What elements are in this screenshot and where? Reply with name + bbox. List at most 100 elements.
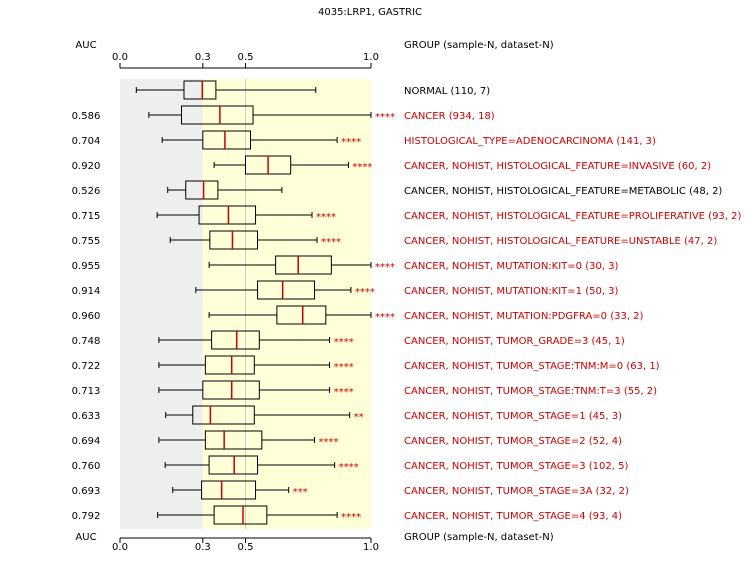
axis-tick-label: 0.0 — [112, 542, 128, 553]
group-label: CANCER, NOHIST, HISTOLOGICAL_FEATURE=PRO… — [404, 211, 742, 222]
significance-stars: **** — [321, 237, 341, 248]
iqr-box — [211, 330, 260, 350]
axis-tick-label: 0.5 — [238, 542, 254, 553]
group-label: CANCER, NOHIST, MUTATION:KIT=0 (30, 3) — [404, 261, 619, 272]
iqr-box — [213, 505, 268, 525]
iqr-box — [257, 280, 316, 300]
auc-value: 0.955 — [72, 261, 101, 272]
auc-value: 0.792 — [72, 511, 101, 522]
boxplot-row: 0.713 **** CANCER, NOHIST, TUMOR_STAGE:TNM… — [72, 380, 657, 400]
iqr-box — [183, 80, 217, 100]
gray-band — [120, 79, 203, 529]
axis-tick-label: 0.0 — [112, 52, 128, 63]
auc-value: 0.526 — [72, 186, 101, 197]
axis-tick-label: 1.0 — [363, 52, 379, 63]
axis-tick-label: 0.3 — [195, 52, 211, 63]
boxplot-row: 0.792 **** CANCER, NOHIST, TUMOR_STAGE=4 (… — [72, 505, 622, 525]
group-label: CANCER, NOHIST, TUMOR_STAGE=3A (32, 2) — [404, 486, 629, 497]
auc-value: 0.748 — [72, 336, 101, 347]
boxplot-row: 0.914 **** CANCER, NOHIST, MUTATION:KIT=1 … — [72, 280, 619, 300]
group-label: CANCER, NOHIST, TUMOR_STAGE:TNM:M=0 (63,… — [404, 361, 660, 372]
iqr-box — [204, 355, 255, 375]
axis-tick-label: 1.0 — [363, 542, 379, 553]
significance-stars: **** — [339, 462, 359, 473]
boxplot-row: 0.748 **** CANCER, NOHIST, TUMOR_GRADE=3 (… — [72, 330, 625, 350]
group-header-top: GROUP (sample-N, dataset-N) — [404, 40, 554, 51]
boxplot-row: 0.693 *** CANCER, NOHIST, TUMOR_STAGE=3A (… — [72, 480, 629, 500]
group-label: CANCER, NOHIST, HISTOLOGICAL_FEATURE=MET… — [404, 186, 722, 197]
group-label: CANCER, NOHIST, TUMOR_STAGE=1 (45, 3) — [404, 411, 622, 422]
auc-value: 0.914 — [72, 286, 101, 297]
boxplot-row: 0.694 **** CANCER, NOHIST, TUMOR_STAGE=2 (… — [72, 430, 622, 450]
group-label: CANCER (934, 18) — [404, 111, 495, 122]
auc-value: 0.713 — [72, 386, 101, 397]
chart-title: 4035:LRP1, GASTRIC — [318, 7, 422, 18]
boxplot-row: 0.704 **** HISTOLOGICAL_TYPE=ADENOCARCINOM… — [72, 130, 656, 150]
boxplot-row: 0.722 **** CANCER, NOHIST, TUMOR_STAGE:TNM… — [72, 355, 660, 375]
boxplot-row: 0.633 ** CANCER, NOHIST, TUMOR_STAGE=1 (45… — [72, 405, 622, 425]
significance-stars: **** — [375, 112, 395, 123]
axis-tick-label: 0.3 — [195, 542, 211, 553]
boxplot-row: 0.755 **** CANCER, NOHIST, HISTOLOGICAL_FE… — [72, 230, 717, 250]
group-label: CANCER, NOHIST, HISTOLOGICAL_FEATURE=UNS… — [404, 236, 717, 247]
boxplot-row: NORMAL (110, 7) — [135, 80, 490, 100]
significance-stars: **** — [375, 262, 395, 273]
iqr-box — [198, 205, 257, 225]
significance-stars: **** — [316, 212, 336, 223]
boxplot-row: 0.715 **** CANCER, NOHIST, HISTOLOGICAL_FE… — [72, 205, 742, 225]
auc-value: 0.755 — [72, 236, 101, 247]
group-label: CANCER, NOHIST, TUMOR_STAGE=2 (52, 4) — [404, 436, 622, 447]
iqr-box — [185, 180, 219, 200]
group-header-bottom: GROUP (sample-N, dataset-N) — [404, 532, 554, 543]
auc-value: 0.586 — [72, 111, 101, 122]
group-label: HISTOLOGICAL_TYPE=ADENOCARCINOMA (141, 3… — [404, 136, 656, 147]
group-label: CANCER, NOHIST, TUMOR_STAGE=4 (93, 4) — [404, 511, 622, 522]
auc-header-bottom: AUC — [75, 532, 96, 543]
x-axis-top: 0.0 0.3 0.5 1.0 — [112, 52, 379, 69]
auc-value: 0.722 — [72, 361, 101, 372]
significance-stars: *** — [293, 487, 308, 498]
boxplot-row: 0.526 CANCER, NOHIST, HISTOLOGICAL_FEATUR… — [72, 180, 722, 200]
significance-stars: **** — [355, 287, 375, 298]
background-bands — [120, 79, 371, 529]
group-label: CANCER, NOHIST, MUTATION:PDGFRA=0 (33, 2… — [404, 311, 644, 322]
auc-value: 0.960 — [72, 311, 101, 322]
group-label: CANCER, NOHIST, HISTOLOGICAL_FEATURE=INV… — [404, 161, 711, 172]
auc-value: 0.704 — [72, 136, 101, 147]
group-label: CANCER, NOHIST, TUMOR_STAGE=3 (102, 5) — [404, 461, 628, 472]
iqr-box — [276, 305, 327, 325]
yellow-band — [202, 79, 371, 529]
iqr-box — [275, 255, 332, 275]
iqr-box — [192, 405, 255, 425]
significance-stars: **** — [334, 337, 354, 348]
auc-value: 0.694 — [72, 436, 101, 447]
auc-value: 0.693 — [72, 486, 101, 497]
auc-value: 0.920 — [72, 161, 101, 172]
auc-value: 0.633 — [72, 411, 101, 422]
significance-stars: **** — [375, 312, 395, 323]
boxplot-row: 0.920 **** CANCER, NOHIST, HISTOLOGICAL_FE… — [72, 155, 711, 175]
significance-stars: **** — [341, 137, 361, 148]
group-label: CANCER, NOHIST, TUMOR_GRADE=3 (45, 1) — [404, 336, 625, 347]
group-label: CANCER, NOHIST, TUMOR_STAGE:TNM:T=3 (55,… — [404, 386, 657, 397]
iqr-box — [204, 430, 263, 450]
boxplot-row: 0.955 **** CANCER, NOHIST, MUTATION:KIT=0 … — [72, 255, 619, 275]
significance-stars: **** — [319, 437, 339, 448]
iqr-box — [202, 130, 252, 150]
x-axis-bottom: 0.0 0.3 0.5 1.0 — [112, 537, 379, 553]
iqr-box — [208, 455, 259, 475]
significance-stars: **** — [334, 362, 354, 373]
significance-stars: ** — [354, 412, 364, 423]
significance-stars: **** — [334, 387, 354, 398]
significance-stars: **** — [341, 512, 361, 523]
iqr-box — [201, 480, 257, 500]
boxplot-row: 0.586 **** CANCER (934, 18) — [72, 105, 495, 125]
auc-value: 0.715 — [72, 211, 101, 222]
axis-tick-label: 0.5 — [238, 52, 254, 63]
boxplot-row: 0.960 **** CANCER, NOHIST, MUTATION:PDGFRA… — [72, 305, 644, 325]
significance-stars: **** — [352, 162, 372, 173]
auc-header-top: AUC — [75, 40, 96, 51]
auc-value: 0.760 — [72, 461, 101, 472]
